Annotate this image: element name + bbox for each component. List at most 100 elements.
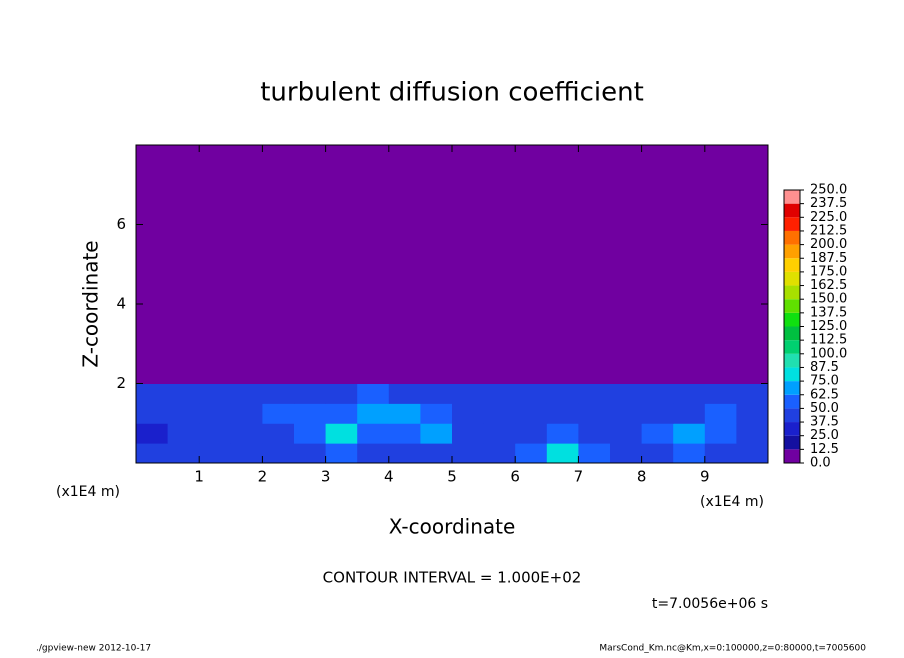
field-cell (325, 423, 358, 444)
colorbar-label: 112.5 (810, 333, 847, 348)
field-cell (736, 443, 769, 464)
field-cell (388, 403, 421, 424)
colorbar-label: 75.0 (810, 374, 839, 389)
colorbar-label: 62.5 (810, 387, 839, 402)
colorbar-label: 225.0 (810, 210, 847, 225)
field-cell (641, 145, 674, 384)
field-cell (325, 145, 358, 384)
colorbar-swatch (784, 408, 800, 423)
colorbar-label: 50.0 (810, 401, 839, 416)
field-cell (452, 403, 485, 424)
field-cell (294, 443, 327, 464)
colorbar-swatch (784, 367, 800, 382)
x-tick-label: 6 (510, 468, 520, 486)
field-cell (420, 383, 453, 404)
field-cell (452, 443, 485, 464)
field-cell (357, 403, 390, 424)
field-cell (230, 145, 263, 384)
colorbar-swatch (784, 190, 800, 204)
colorbar-swatch (784, 285, 800, 300)
field-cell (199, 383, 232, 404)
field-cell (641, 423, 674, 444)
field-cell (704, 423, 737, 444)
chart-title: turbulent diffusion coefficient (260, 78, 644, 108)
field-cell (262, 145, 295, 384)
field-cell (294, 423, 327, 444)
colorbar-label: 25.0 (810, 428, 839, 443)
x-tick-label: 4 (384, 468, 394, 486)
x-tick-label: 7 (574, 468, 584, 486)
field-cell (167, 423, 200, 444)
colorbar-swatch (784, 244, 800, 259)
colorbar-swatch (784, 394, 800, 409)
field-cell (388, 145, 421, 384)
field-cell (294, 383, 327, 404)
y-axis-label: Z-coordinate (79, 240, 103, 367)
field-cell (199, 423, 232, 444)
field-cell (673, 443, 706, 464)
field-cell (546, 383, 579, 404)
field-cell (515, 145, 548, 384)
field-cell (704, 403, 737, 424)
colorbar-swatch (784, 381, 800, 395)
field-cell (673, 145, 706, 384)
colorbar-label: 137.5 (810, 305, 847, 320)
field-cell (704, 443, 737, 464)
field-cell (483, 443, 516, 464)
colorbar-swatch (784, 326, 800, 341)
colorbar-label: 37.5 (810, 415, 839, 430)
colorbar-label: 200.0 (810, 237, 847, 252)
field-cell (452, 383, 485, 404)
field-cell (420, 443, 453, 464)
x-tick-label: 2 (258, 468, 268, 486)
field-cell (610, 383, 643, 404)
colorbar-swatch (784, 217, 800, 231)
field-cell (673, 423, 706, 444)
field-cell (546, 145, 579, 384)
field-cell (262, 403, 295, 424)
colorbar-swatch (784, 449, 800, 463)
field-cell (357, 443, 390, 464)
colorbar-swatch (784, 340, 800, 354)
field-cell (136, 403, 169, 424)
colorbar-swatch (784, 203, 800, 218)
annotation: CONTOUR INTERVAL = 1.000E+02 (323, 569, 582, 587)
field-cell (136, 383, 169, 404)
field-cell (578, 145, 611, 384)
field-cell (483, 403, 516, 424)
field-cell (641, 443, 674, 464)
time-label: t=7.0056e+06 s (652, 596, 768, 612)
field-cell (610, 443, 643, 464)
field-cell (546, 443, 579, 464)
colorbar-label: 100.0 (810, 346, 847, 361)
field-cell (483, 423, 516, 444)
field-cell (230, 443, 263, 464)
field-cell (420, 403, 453, 424)
field-cell (294, 145, 327, 384)
x-tick-label: 9 (700, 468, 710, 486)
x-unit: (x1E4 m) (700, 494, 764, 510)
colorbar-swatch (784, 353, 800, 368)
field-cell (167, 403, 200, 424)
colorbar-label: 250.0 (810, 183, 847, 198)
field-cell (420, 423, 453, 444)
field-cell (515, 423, 548, 444)
y-tick-label: 4 (116, 295, 126, 313)
field-cell (325, 443, 358, 464)
field-cell (262, 383, 295, 404)
field-cell (167, 145, 200, 384)
colorbar-swatch (784, 422, 800, 436)
field-cell (420, 145, 453, 384)
field-cell (515, 403, 548, 424)
field-cell (136, 145, 169, 384)
field-cell (483, 383, 516, 404)
footer-left: ./gpview-new 2012-10-17 (36, 644, 151, 654)
field-cell (230, 383, 263, 404)
field-cell (736, 423, 769, 444)
field-cell (610, 403, 643, 424)
colorbar-label: 212.5 (810, 223, 847, 238)
field-cell (357, 383, 390, 404)
colorbar-label: 175.0 (810, 264, 847, 279)
colorbar-label: 125.0 (810, 319, 847, 334)
colorbar-swatch (784, 271, 800, 286)
